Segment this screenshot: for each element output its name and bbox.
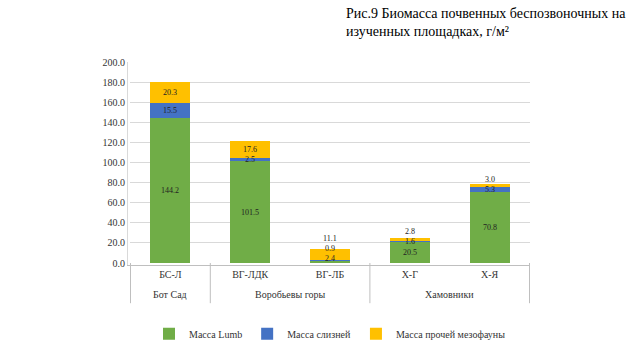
svg-text:17.6: 17.6 (243, 145, 257, 154)
svg-text:ВГ-ЛБ: ВГ-ЛБ (316, 269, 345, 280)
svg-text:20.0: 20.0 (108, 237, 126, 248)
svg-text:2.4: 2.4 (325, 254, 335, 263)
svg-text:80.0: 80.0 (108, 177, 126, 188)
svg-text:0.9: 0.9 (325, 244, 335, 253)
svg-text:Масса слизней: Масса слизней (287, 329, 351, 340)
svg-text:Воробьевы горы: Воробьевы горы (255, 289, 326, 300)
svg-text:101.5: 101.5 (241, 208, 259, 217)
svg-text:Рис.9 Биомасса почвенных беспо: Рис.9 Биомасса почвенных беспозвоночных … (346, 6, 626, 39)
svg-text:5.3: 5.3 (485, 185, 495, 194)
svg-text:Бот Сад: Бот Сад (153, 289, 187, 300)
svg-text:2.5: 2.5 (245, 155, 255, 164)
svg-text:144.2: 144.2 (161, 186, 179, 195)
svg-text:40.0: 40.0 (108, 217, 126, 228)
svg-text:20.3: 20.3 (163, 88, 177, 97)
svg-text:Х-Я: Х-Я (481, 269, 499, 280)
svg-text:70.8: 70.8 (483, 223, 497, 232)
svg-text:0.0: 0.0 (113, 258, 126, 269)
svg-text:БС-Л: БС-Л (159, 269, 182, 280)
svg-text:ВГ-ЛДК: ВГ-ЛДК (232, 269, 268, 280)
svg-text:11.1: 11.1 (323, 234, 337, 243)
svg-text:Х-Г: Х-Г (402, 269, 419, 280)
svg-text:3.0: 3.0 (485, 175, 495, 184)
svg-text:1.6: 1.6 (405, 237, 415, 246)
svg-text:60.0: 60.0 (108, 197, 126, 208)
svg-text:140.0: 140.0 (103, 117, 126, 128)
svg-text:160.0: 160.0 (103, 97, 126, 108)
svg-text:Масса Lumb: Масса Lumb (189, 329, 242, 340)
svg-text:Масса прочей мезофауны: Масса прочей мезофауны (396, 329, 505, 340)
svg-text:120.0: 120.0 (103, 137, 126, 148)
svg-text:Хамовники: Хамовники (425, 289, 474, 300)
svg-text:2.8: 2.8 (405, 227, 415, 236)
svg-text:100.0: 100.0 (103, 157, 126, 168)
svg-text:180.0: 180.0 (103, 77, 126, 88)
svg-text:20.5: 20.5 (403, 248, 417, 257)
svg-text:200.0: 200.0 (103, 57, 126, 68)
svg-text:15.5: 15.5 (163, 106, 177, 115)
